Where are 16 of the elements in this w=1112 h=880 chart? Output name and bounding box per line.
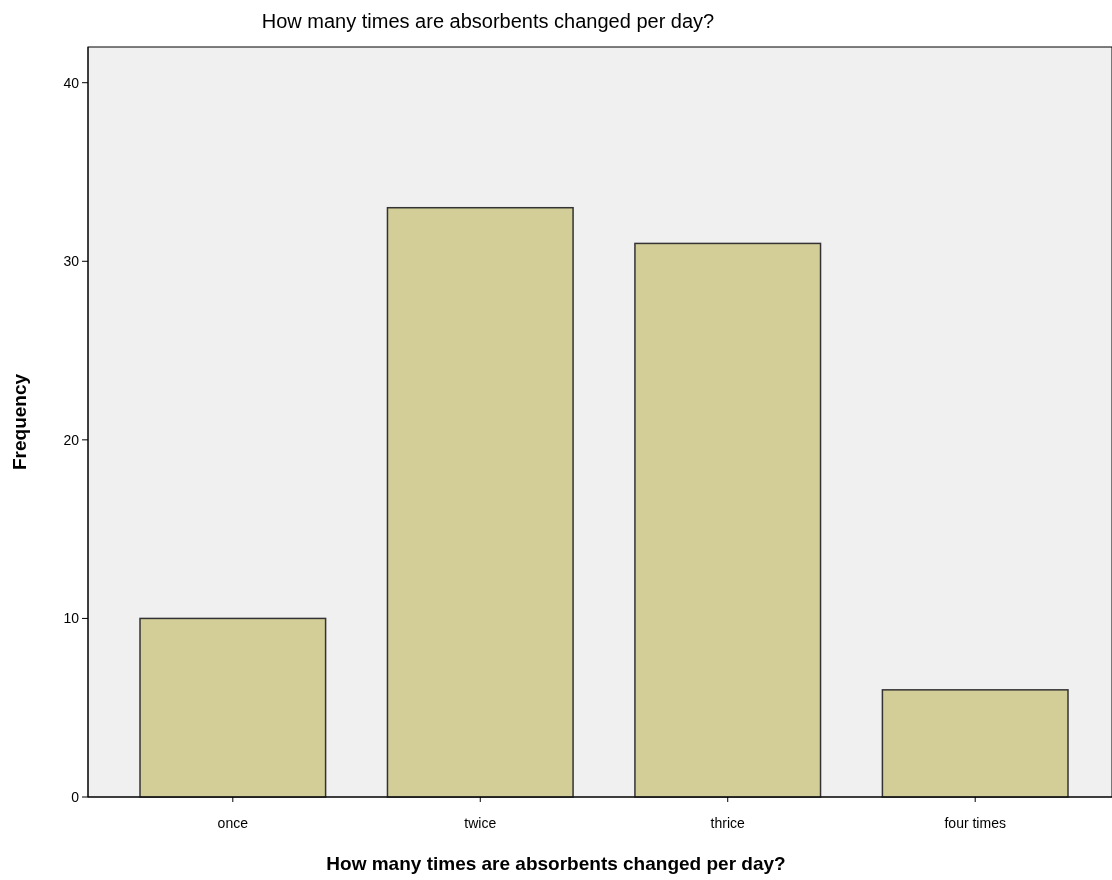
bar — [634, 242, 822, 798]
x-tick-label: once — [217, 815, 249, 831]
bar — [386, 206, 574, 798]
chart-title: How many times are absorbents changed per day? — [261, 10, 715, 32]
bar — [881, 689, 1069, 798]
y-tick-label: 20 — [63, 431, 80, 448]
y-tick-label: 0 — [71, 788, 80, 805]
y-tick-label: 10 — [63, 610, 80, 627]
y-tick-label: 40 — [63, 74, 80, 91]
x-tick-label: twice — [464, 815, 497, 831]
y-axis-title: Frequency — [9, 373, 30, 471]
y-tick-label: 30 — [63, 253, 80, 270]
x-tick-label: four times — [944, 815, 1006, 831]
x-axis-title: How many times are absorbents changed per day? — [326, 853, 786, 874]
bar — [139, 617, 327, 798]
x-tick-label: thrice — [710, 815, 746, 831]
